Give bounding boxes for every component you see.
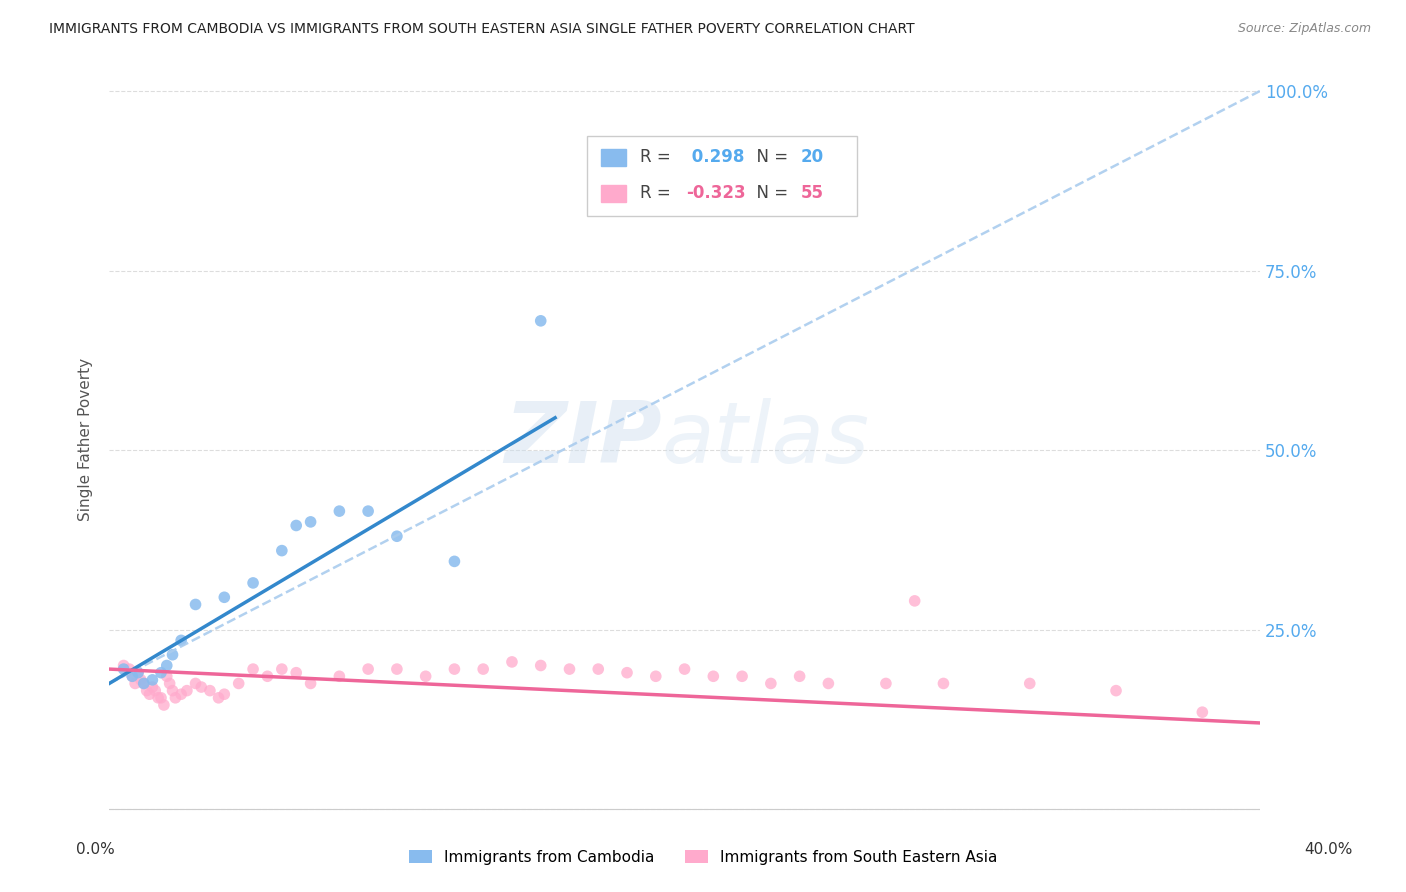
Point bbox=[256, 669, 278, 683]
Point bbox=[156, 658, 179, 673]
Point bbox=[285, 665, 308, 680]
Text: IMMIGRANTS FROM CAMBODIA VS IMMIGRANTS FROM SOUTH EASTERN ASIA SINGLE FATHER POV: IMMIGRANTS FROM CAMBODIA VS IMMIGRANTS F… bbox=[49, 22, 915, 37]
Point bbox=[132, 676, 155, 690]
Point bbox=[270, 662, 292, 676]
Point bbox=[759, 676, 782, 690]
Point bbox=[150, 690, 173, 705]
Point bbox=[214, 687, 236, 701]
Point bbox=[156, 669, 179, 683]
Point bbox=[673, 662, 696, 676]
Point bbox=[121, 669, 143, 683]
Point bbox=[875, 676, 897, 690]
Point bbox=[588, 662, 610, 676]
Point bbox=[141, 673, 163, 687]
Text: 20: 20 bbox=[801, 148, 824, 166]
Point bbox=[121, 669, 143, 683]
Point bbox=[299, 515, 322, 529]
Text: 0.298: 0.298 bbox=[686, 148, 744, 166]
Point bbox=[146, 690, 169, 705]
Point bbox=[162, 683, 184, 698]
Point bbox=[385, 529, 408, 543]
Point bbox=[242, 662, 264, 676]
Point bbox=[124, 676, 146, 690]
Point bbox=[501, 655, 523, 669]
Point bbox=[789, 669, 811, 683]
Point bbox=[357, 504, 380, 518]
Point bbox=[118, 662, 141, 676]
Point bbox=[904, 594, 927, 608]
Text: N =: N = bbox=[745, 185, 793, 202]
Point bbox=[242, 576, 264, 591]
Point bbox=[190, 680, 212, 694]
Point bbox=[1191, 705, 1213, 719]
Point bbox=[616, 665, 638, 680]
Text: R =: R = bbox=[640, 185, 676, 202]
Point bbox=[127, 665, 149, 680]
Point bbox=[530, 314, 553, 328]
Point bbox=[644, 669, 666, 683]
Text: ZIP: ZIP bbox=[503, 398, 662, 481]
Text: atlas: atlas bbox=[662, 398, 869, 481]
Legend: Immigrants from Cambodia, Immigrants from South Eastern Asia: Immigrants from Cambodia, Immigrants fro… bbox=[402, 844, 1004, 871]
Text: 55: 55 bbox=[801, 185, 824, 202]
Point bbox=[702, 669, 724, 683]
Point bbox=[285, 518, 308, 533]
Point bbox=[443, 662, 465, 676]
Point bbox=[143, 683, 166, 698]
Point bbox=[328, 669, 350, 683]
Point bbox=[472, 662, 495, 676]
Point bbox=[932, 676, 955, 690]
Point bbox=[129, 673, 152, 687]
Point bbox=[184, 598, 207, 612]
Point bbox=[731, 669, 754, 683]
Point bbox=[141, 680, 163, 694]
Point bbox=[176, 683, 198, 698]
Bar bbox=[600, 185, 626, 202]
Text: 40.0%: 40.0% bbox=[1305, 842, 1353, 856]
Text: N =: N = bbox=[745, 148, 793, 166]
Point bbox=[1018, 676, 1040, 690]
Point bbox=[558, 662, 581, 676]
Point bbox=[170, 633, 193, 648]
Point bbox=[443, 554, 465, 568]
Point bbox=[153, 698, 176, 712]
Text: Source: ZipAtlas.com: Source: ZipAtlas.com bbox=[1237, 22, 1371, 36]
Point bbox=[415, 669, 437, 683]
Point bbox=[1105, 683, 1128, 698]
Point bbox=[184, 676, 207, 690]
FancyBboxPatch shape bbox=[586, 136, 858, 217]
Point bbox=[150, 665, 173, 680]
Point bbox=[385, 662, 408, 676]
Point bbox=[138, 687, 160, 701]
Point bbox=[170, 687, 193, 701]
Point bbox=[299, 676, 322, 690]
Point bbox=[198, 683, 221, 698]
Y-axis label: Single Father Poverty: Single Father Poverty bbox=[79, 358, 93, 521]
Point bbox=[207, 690, 229, 705]
Point bbox=[228, 676, 250, 690]
Point bbox=[328, 504, 350, 518]
Text: R =: R = bbox=[640, 148, 676, 166]
Point bbox=[127, 665, 149, 680]
Point bbox=[270, 543, 292, 558]
Point bbox=[159, 676, 181, 690]
Point bbox=[162, 648, 184, 662]
Text: -0.323: -0.323 bbox=[686, 185, 745, 202]
Point bbox=[135, 683, 157, 698]
Point bbox=[112, 658, 135, 673]
Point bbox=[817, 676, 839, 690]
Point bbox=[214, 591, 236, 605]
Point bbox=[357, 662, 380, 676]
Point bbox=[165, 690, 187, 705]
Point bbox=[112, 662, 135, 676]
Bar bbox=[600, 149, 626, 166]
Text: 0.0%: 0.0% bbox=[76, 842, 115, 856]
Point bbox=[530, 658, 553, 673]
Point bbox=[132, 676, 155, 690]
